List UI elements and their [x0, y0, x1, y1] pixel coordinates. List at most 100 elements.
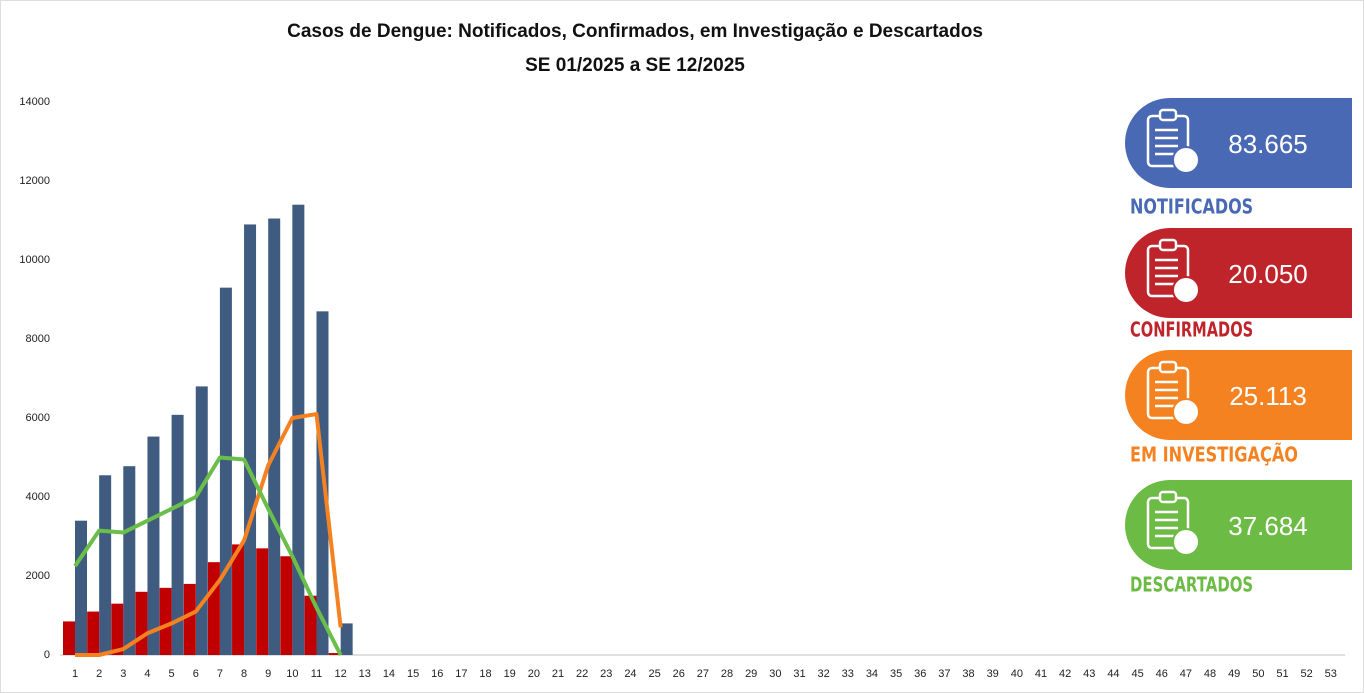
bar — [304, 595, 317, 655]
x-tick-label: 41 — [1035, 668, 1047, 680]
x-tick-label: 20 — [528, 668, 540, 680]
y-tick-label: 10000 — [19, 254, 50, 266]
x-tick-label: 7 — [217, 668, 223, 680]
x-tick-label: 27 — [697, 668, 709, 680]
bar — [63, 621, 75, 655]
card-value: 25.113 — [1229, 381, 1307, 411]
legend-label: EM INVESTIGAÇÃO — [1130, 443, 1298, 467]
icon — [1172, 528, 1200, 556]
x-tick-label: 15 — [407, 668, 419, 680]
bar — [292, 204, 305, 655]
card-value: 83.665 — [1228, 129, 1308, 159]
bar — [268, 218, 281, 655]
x-tick-label: 25 — [648, 668, 660, 680]
y-tick-label: 2000 — [26, 570, 50, 582]
bar — [147, 436, 160, 655]
bar — [195, 386, 208, 655]
x-tick-label: 6 — [193, 668, 199, 680]
x-tick-label: 9 — [265, 668, 271, 680]
x-tick-label: 11 — [311, 668, 322, 680]
icon — [1172, 276, 1200, 304]
bar — [219, 287, 232, 655]
x-tick-label: 38 — [962, 668, 974, 680]
bar — [328, 653, 341, 655]
x-tick-label: 53 — [1325, 668, 1337, 680]
x-tick-label: 35 — [890, 668, 902, 680]
x-tick-label: 45 — [1131, 668, 1143, 680]
x-tick-label: 26 — [673, 668, 685, 680]
legend-card: 83.665 NOTIFICADOS — [1125, 98, 1352, 219]
x-tick-label: 8 — [241, 668, 247, 680]
x-tick-label: 47 — [1180, 668, 1192, 680]
legend-label: DESCARTADOS — [1130, 573, 1253, 597]
x-tick-label: 2 — [96, 668, 102, 680]
legend-card: 37.684 DESCARTADOS — [1125, 480, 1352, 597]
x-tick-label: 13 — [359, 668, 371, 680]
bar — [171, 414, 184, 655]
x-tick-label: 10 — [286, 668, 298, 680]
bar — [232, 544, 245, 655]
y-tick-label: 4000 — [26, 491, 50, 503]
bar — [280, 556, 293, 655]
x-tick-label: 23 — [600, 668, 612, 680]
bar — [244, 224, 257, 655]
y-tick-label: 8000 — [26, 333, 50, 345]
legend-card: 25.113 EM INVESTIGAÇÃO — [1125, 350, 1352, 467]
icon — [1158, 108, 1178, 122]
x-tick-label: 30 — [769, 668, 781, 680]
x-tick-label: 21 — [552, 668, 564, 680]
legend-label: CONFIRMADOS — [1130, 318, 1253, 342]
bar — [135, 591, 148, 655]
x-tick-label: 39 — [987, 668, 999, 680]
x-tick-label: 3 — [120, 668, 126, 680]
x-tick-label: 32 — [818, 668, 830, 680]
x-tick-label: 22 — [576, 668, 588, 680]
x-tick-label: 1 — [72, 668, 78, 680]
x-tick-label: 36 — [914, 668, 926, 680]
y-tick-label: 12000 — [19, 175, 50, 187]
x-tick-label: 48 — [1204, 668, 1216, 680]
x-tick-label: 18 — [479, 668, 491, 680]
x-tick-label: 42 — [1059, 668, 1071, 680]
x-tick-label: 29 — [745, 668, 757, 680]
icon — [1158, 238, 1178, 252]
x-tick-label: 19 — [504, 668, 516, 680]
x-tick-label: 46 — [1156, 668, 1168, 680]
x-tick-label: 44 — [1107, 668, 1119, 680]
line — [75, 412, 343, 657]
y-tick-label: 6000 — [26, 412, 50, 424]
bar — [159, 587, 172, 655]
x-tick-label: 24 — [624, 668, 636, 680]
x-tick-label: 52 — [1301, 668, 1313, 680]
chart-subtitle: SE 01/2025 a SE 12/2025 — [525, 55, 745, 76]
bar — [99, 475, 112, 655]
bar — [256, 548, 269, 655]
x-tick-label: 37 — [938, 668, 950, 680]
icon — [1158, 360, 1178, 374]
card-value: 20.050 — [1228, 259, 1308, 289]
bar — [87, 611, 100, 655]
y-tick-label: 0 — [44, 649, 50, 661]
icon — [1172, 146, 1200, 174]
legend-card: 20.050 CONFIRMADOS — [1125, 228, 1352, 342]
x-tick-label: 5 — [169, 668, 175, 680]
x-tick-label: 28 — [721, 668, 733, 680]
x-tick-label: 34 — [866, 668, 878, 680]
legend-label: NOTIFICADOS — [1130, 195, 1253, 219]
bar — [207, 562, 220, 655]
icon — [1172, 398, 1200, 426]
chart-title: Casos de Dengue: Notificados, Confirmado… — [287, 21, 983, 42]
y-tick-label: 14000 — [19, 96, 50, 108]
x-tick-label: 51 — [1276, 668, 1288, 680]
icon — [1158, 490, 1178, 504]
x-tick-label: 4 — [144, 668, 150, 680]
x-tick-label: 14 — [383, 668, 395, 680]
bar — [123, 466, 136, 655]
x-tick-label: 50 — [1252, 668, 1264, 680]
x-tick-label: 12 — [335, 668, 347, 680]
bar — [111, 603, 124, 655]
x-tick-label: 43 — [1083, 668, 1095, 680]
card-value: 37.684 — [1228, 511, 1308, 541]
x-tick-label: 33 — [842, 668, 854, 680]
